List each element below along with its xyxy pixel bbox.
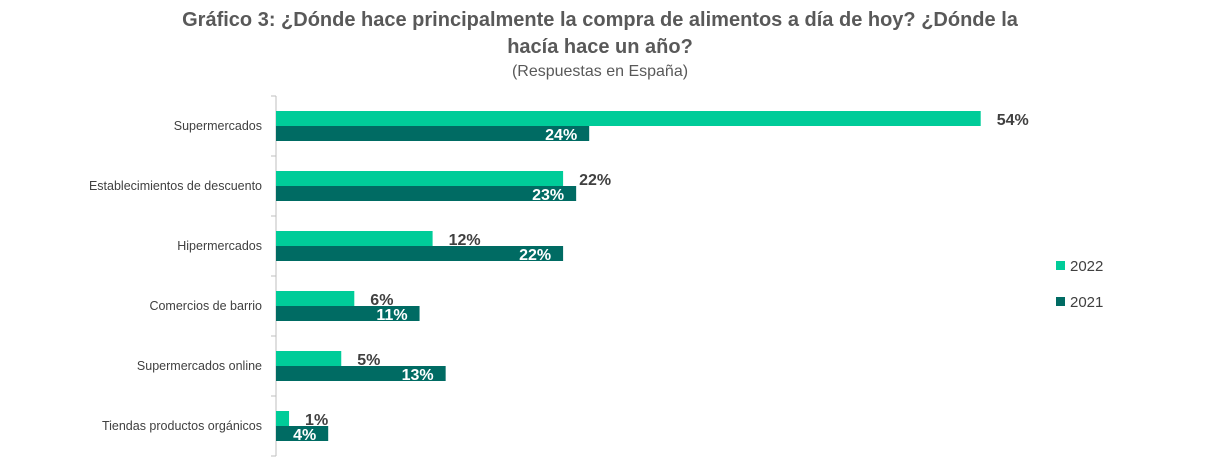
category-label: Hipermercados — [177, 239, 262, 253]
data-label-2021: 24% — [545, 127, 577, 144]
legend-swatch-2022 — [1056, 261, 1065, 270]
bar-2021 — [276, 366, 446, 381]
bar-2022 — [276, 231, 433, 246]
legend-swatch-2021 — [1056, 297, 1065, 306]
bar-2022 — [276, 351, 342, 366]
category-label: Establecimientos de descuento — [89, 179, 262, 193]
bar-2022 — [276, 411, 290, 426]
data-label-2022: 6% — [370, 292, 393, 309]
category-label: Supermercados — [174, 119, 262, 133]
chart-title-line-2: hacía hace un año? — [507, 36, 693, 58]
data-label-2022: 5% — [357, 352, 380, 369]
bar-2022 — [276, 111, 981, 126]
chart-title: Gráfico 3: ¿Dónde hace principalmente la… — [0, 7, 1200, 61]
chart-subtitle: (Respuestas en España) — [511, 63, 689, 80]
data-label-2022: 12% — [449, 232, 481, 249]
data-label-2021: 22% — [519, 247, 551, 264]
category-label: Supermercados online — [137, 359, 262, 373]
category-label: Tiendas productos orgánicos — [102, 419, 262, 433]
data-label-2021: 23% — [532, 187, 564, 204]
bar-2021 — [276, 246, 564, 261]
data-label-2021: 11% — [376, 307, 407, 324]
bar-2022 — [276, 171, 564, 186]
legend-label-2022: 2022 — [1070, 258, 1103, 275]
data-label-2021: 13% — [402, 367, 434, 384]
bar-2021 — [276, 306, 420, 321]
bar-2022 — [276, 291, 355, 306]
data-label-2022: 54% — [997, 112, 1029, 129]
bar-2021 — [276, 126, 590, 141]
chart-title-line-1: Gráfico 3: ¿Dónde hace principalmente la… — [182, 9, 1018, 31]
data-label-2022: 1% — [305, 412, 328, 429]
bar-2021 — [276, 426, 329, 441]
legend-label-2021: 2021 — [1070, 294, 1103, 311]
data-label-2022: 22% — [579, 172, 611, 189]
bar-2021 — [276, 186, 577, 201]
category-label: Comercios de barrio — [149, 299, 262, 313]
data-label-2021: 4% — [293, 427, 316, 444]
